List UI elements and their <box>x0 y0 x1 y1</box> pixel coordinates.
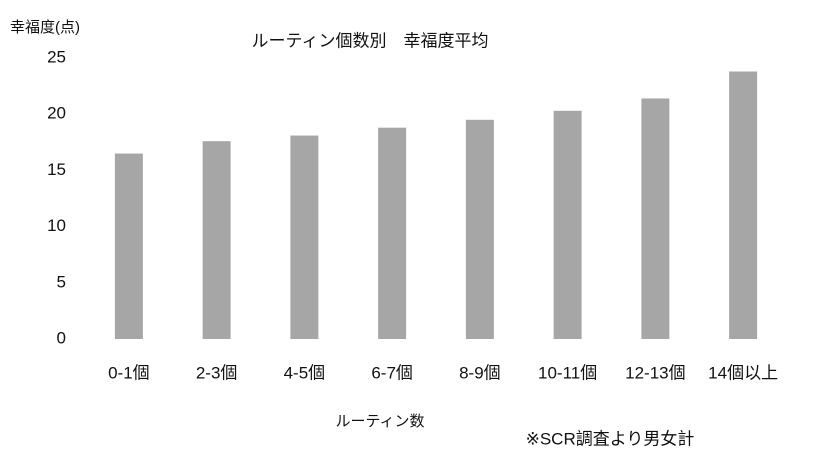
bar <box>290 135 319 339</box>
x-tick-label: 0-1個 <box>108 363 150 382</box>
y-tick-label: 15 <box>47 160 66 179</box>
x-tick-label: 12-13個 <box>625 363 685 382</box>
bar <box>641 98 670 340</box>
bar <box>114 153 143 339</box>
bar <box>553 110 582 339</box>
y-tick-label: 0 <box>57 328 66 347</box>
x-tick-label: 4-5個 <box>284 363 326 382</box>
bar <box>202 141 231 339</box>
x-tick-label: 10-11個 <box>538 363 597 382</box>
x-tick-label: 8-9個 <box>459 363 501 382</box>
y-tick-label: 20 <box>47 104 66 123</box>
y-tick-label: 5 <box>57 272 66 291</box>
chart-title: ルーティン個数別 幸福度平均 <box>252 31 489 50</box>
note: ※SCR調査より男女計 <box>526 429 695 448</box>
x-tick-label: 2-3個 <box>196 363 238 382</box>
bar <box>729 71 758 339</box>
x-tick-label: 14個以上 <box>708 363 778 382</box>
x-axis-label: ルーティン数 <box>335 413 424 430</box>
bar <box>465 119 494 339</box>
y-tick-label: 10 <box>47 216 66 235</box>
y-tick-label: 25 <box>47 47 66 66</box>
bar <box>378 127 407 339</box>
x-tick-label: 6-7個 <box>371 363 413 382</box>
y-axis-label: 幸福度(点) <box>10 19 80 36</box>
